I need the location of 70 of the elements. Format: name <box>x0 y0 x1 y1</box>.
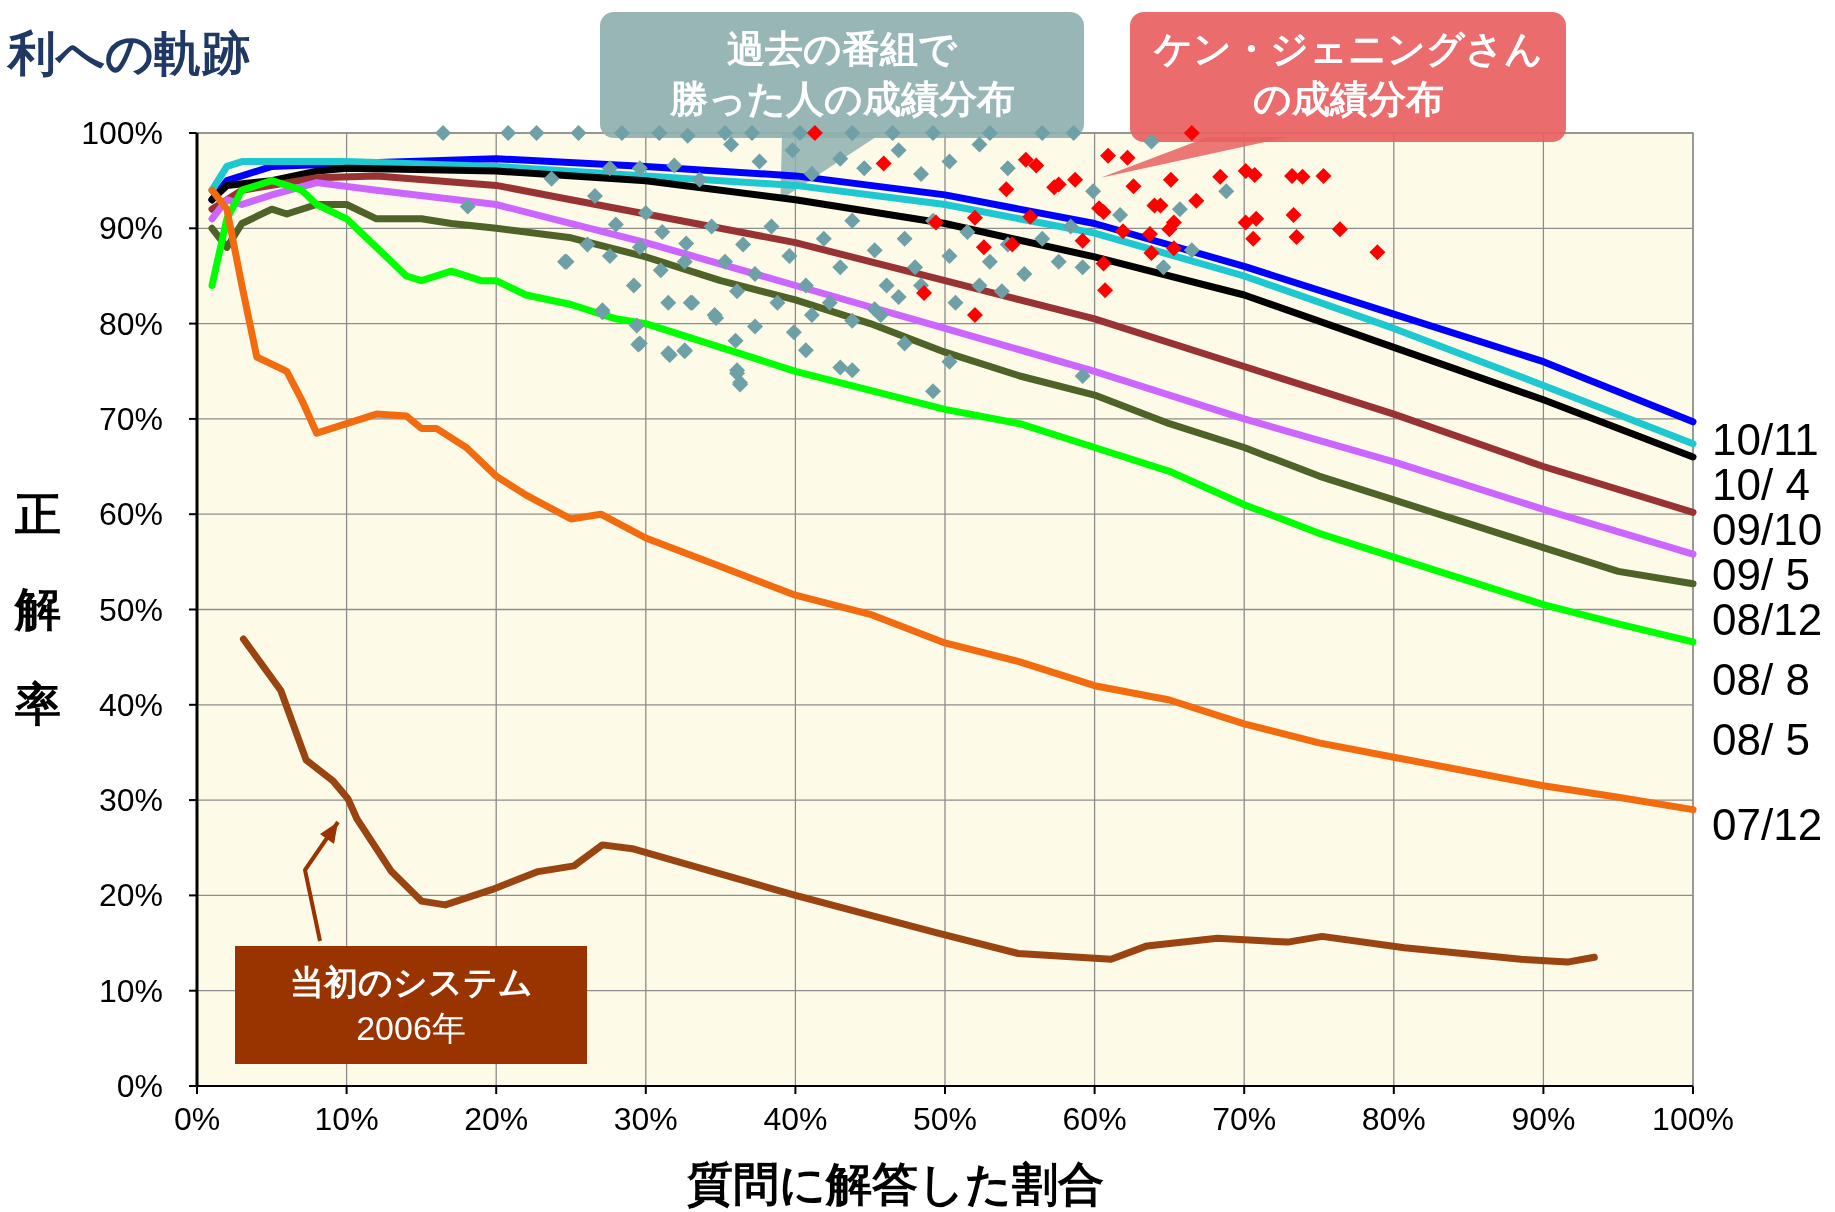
y-tick-label: 80% <box>98 305 163 342</box>
x-tick-label: 50% <box>912 1101 978 1137</box>
point <box>1115 223 1132 240</box>
point <box>1017 151 1034 168</box>
point <box>966 209 983 226</box>
x-tick-label: 40% <box>763 1101 828 1137</box>
point <box>1188 192 1205 209</box>
point <box>1097 282 1114 299</box>
point <box>1095 204 1112 221</box>
series-label: 過去の番組で勝った人の成績分布 <box>668 28 1015 120</box>
point <box>1165 240 1182 257</box>
point <box>916 285 933 302</box>
point <box>1125 178 1142 195</box>
y-tick-label: 0% <box>116 1068 163 1104</box>
point <box>966 307 983 324</box>
point <box>1119 149 1136 166</box>
point <box>1141 226 1158 243</box>
x-tick-label: 100% <box>1652 1101 1734 1137</box>
y-tick-label: 30% <box>98 782 163 819</box>
x-tick-label: 10% <box>314 1101 379 1137</box>
x-tick-label: 60% <box>1062 1101 1127 1137</box>
point <box>1074 232 1091 249</box>
series-label: 08/ 8 <box>1712 655 1810 704</box>
point <box>1162 171 1179 188</box>
point <box>1161 221 1178 238</box>
series-label: 07/12 <box>1712 800 1823 849</box>
point <box>1100 147 1117 164</box>
point <box>1143 245 1160 262</box>
point <box>1095 255 1112 272</box>
x-axis-title: 質問に解答した割合 <box>685 1158 1104 1210</box>
annotation: 当初のシステム 2006年 <box>289 963 533 1047</box>
point <box>1004 236 1021 253</box>
point <box>1028 157 1045 174</box>
y-tick-label: 70% <box>98 400 163 437</box>
x-tick-label: 20% <box>464 1101 529 1137</box>
point <box>1246 166 1263 183</box>
chart-title: 利への軌跡 <box>6 27 250 80</box>
point <box>1212 168 1229 185</box>
series-label: 08/ 5 <box>1712 715 1810 764</box>
x-tick-label: 30% <box>613 1101 678 1137</box>
y-tick-label: 60% <box>98 496 163 533</box>
y-tick-label: 10% <box>98 972 163 1009</box>
y-tick-label: 40% <box>98 686 163 723</box>
point <box>998 181 1015 198</box>
y-tick-label: 20% <box>98 877 163 914</box>
point <box>1369 244 1386 261</box>
x-tick-label: 0% <box>173 1101 221 1137</box>
point <box>1315 167 1332 184</box>
point <box>1248 210 1265 227</box>
point <box>1183 125 1200 141</box>
point <box>806 125 823 141</box>
x-tick-label: 70% <box>1212 1101 1277 1137</box>
point <box>1022 208 1039 225</box>
y-axis-title: 正解率 <box>13 488 61 730</box>
note: 当初のシステム 2006年 <box>235 946 587 1064</box>
callout: ケン・ジェニングさんの成績分布 <box>1100 12 1566 178</box>
y-tick-label: 100% <box>81 115 163 151</box>
point <box>975 239 992 256</box>
x-tick-label: 90% <box>1511 1101 1576 1137</box>
point <box>1288 228 1305 245</box>
x-tick-label: 80% <box>1361 1101 1426 1137</box>
point <box>1237 214 1254 231</box>
point <box>1067 171 1084 188</box>
series-label: ケン・ジェニングさんの成績分布 <box>1152 28 1543 120</box>
point <box>875 155 892 172</box>
y-tick-label: 50% <box>98 591 163 628</box>
point <box>1285 206 1302 223</box>
point <box>1331 221 1348 238</box>
point <box>1245 230 1262 247</box>
y-tick-label: 90% <box>98 210 163 247</box>
